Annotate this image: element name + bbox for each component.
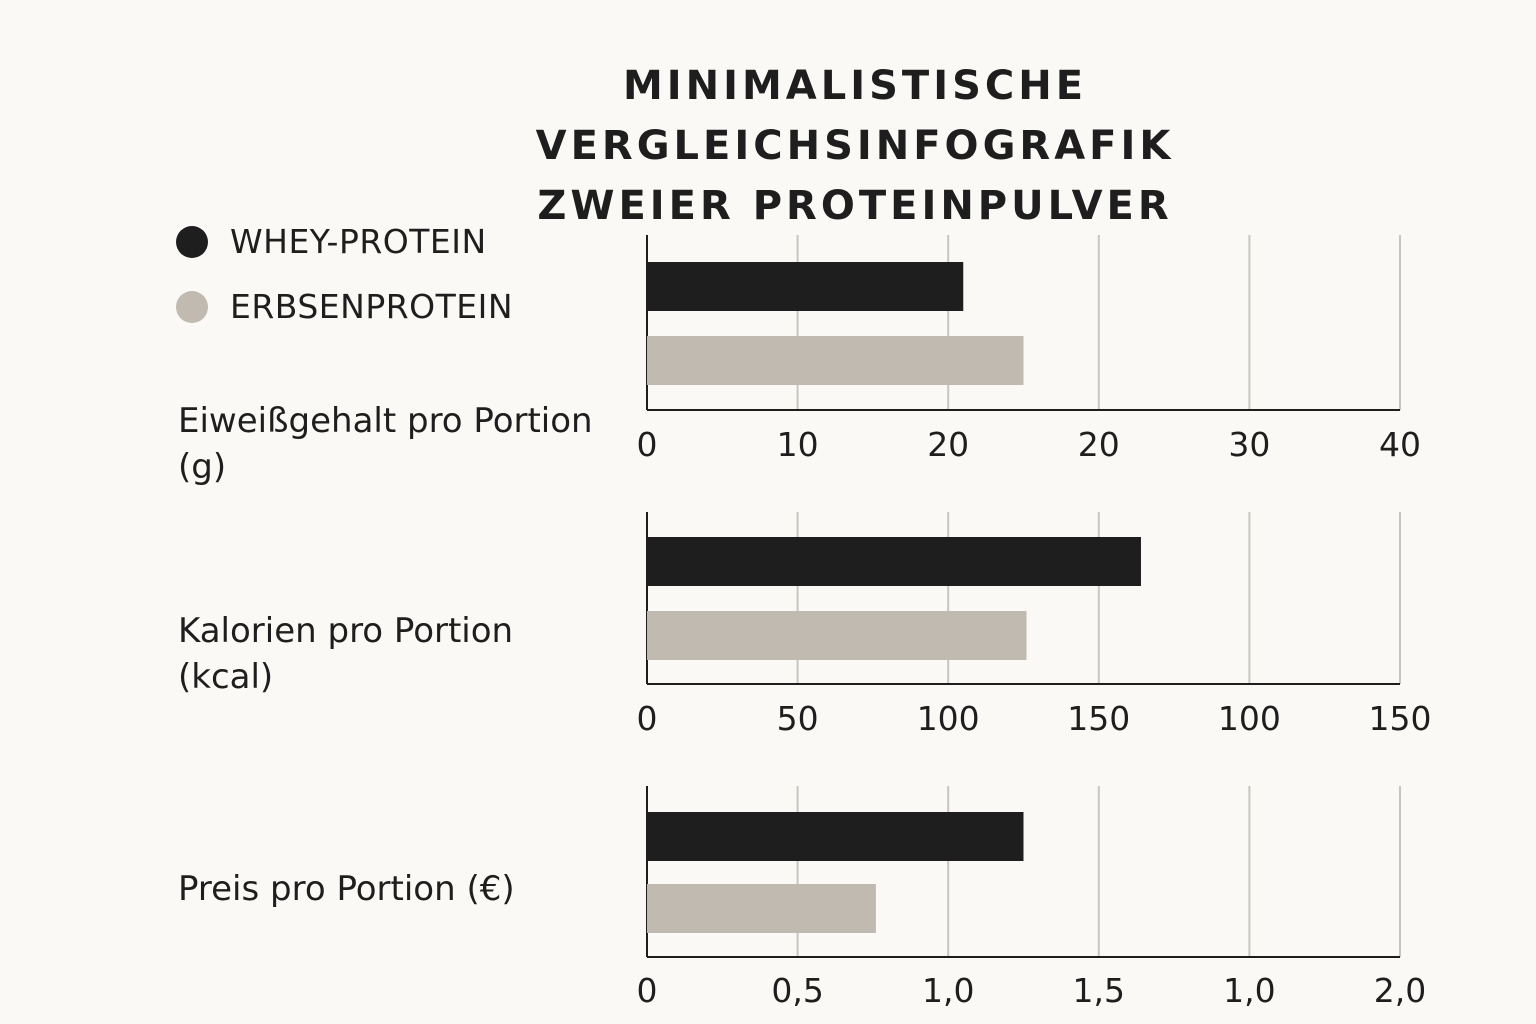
bar-protein-pea [647,336,1024,385]
legend-item-pea: ERBSENPROTEIN [176,287,513,326]
tick-label-calories-2: 100 [917,699,980,738]
tick-label-price-0: 0 [637,971,658,1010]
tick-label-price-2: 1,0 [922,971,974,1010]
tick-label-calories-3: 150 [1067,699,1130,738]
tick-label-protein-5: 40 [1379,425,1421,464]
tick-label-protein-0: 0 [637,425,658,464]
metric-label-calories: Kalorien pro Portion (kcal) [178,611,514,697]
title-line-1: MINIMALISTISCHE VERGLEICHSINFOGRAFIK [535,63,1175,169]
tick-label-protein-4: 30 [1228,425,1270,464]
legend-swatch-pea [176,290,208,323]
bar-price-pea [647,884,876,933]
bar-price-whey [647,812,1024,861]
legend-swatch-whey [176,225,208,258]
legend-label-pea: ERBSENPROTEIN [230,287,514,326]
tick-label-protein-2: 20 [927,425,969,464]
tick-label-price-5: 2,0 [1374,971,1426,1010]
tick-label-calories-4: 100 [1218,699,1281,738]
tick-label-protein-3: 20 [1078,425,1120,464]
tick-label-calories-1: 50 [777,699,819,738]
bar-calories-whey [647,537,1141,586]
tick-label-price-3: 1,5 [1073,971,1125,1010]
bar-calories-pea [647,611,1027,660]
bar-protein-whey [647,262,964,311]
metric-label-protein: Eiweißgehalt pro Portion (g) [178,401,593,487]
metric-label-price: Preis pro Portion (€) [178,869,515,909]
tick-label-calories-0: 0 [637,699,658,738]
chart-title: MINIMALISTISCHE VERGLEICHSINFOGRAFIK ZWE… [300,56,1410,236]
tick-label-price-4: 1,0 [1223,971,1275,1010]
tick-label-protein-1: 10 [777,425,819,464]
tick-label-calories-5: 150 [1369,699,1432,738]
tick-label-price-1: 0,5 [771,971,823,1010]
title-line-2: ZWEIER PROTEINPULVER [537,183,1173,229]
legend-label-whey: WHEY-PROTEIN [230,222,487,261]
legend-item-whey: WHEY-PROTEIN [176,222,487,261]
